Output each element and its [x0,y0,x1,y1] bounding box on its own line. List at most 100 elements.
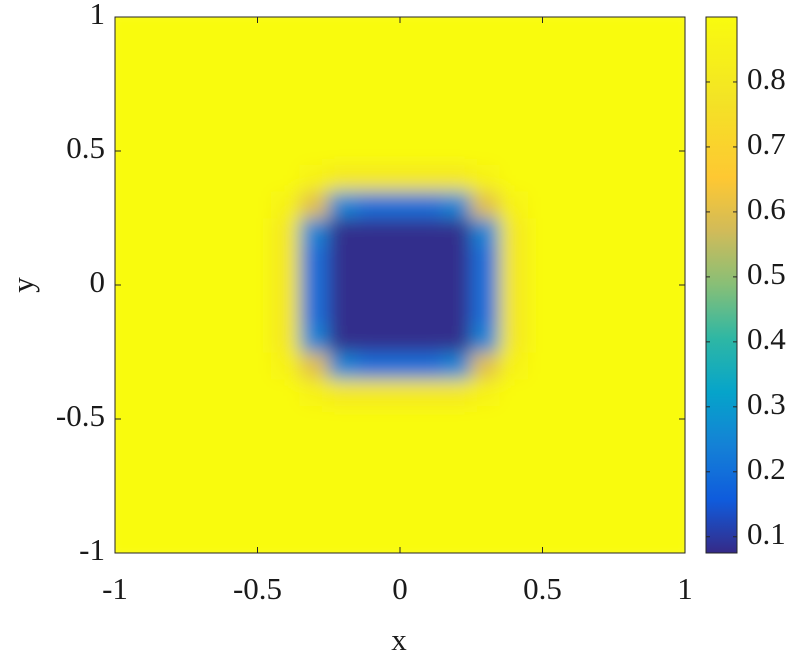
heatmap-cell [242,217,273,246]
heatmap-cell [385,297,415,326]
heatmap-cell [385,378,415,407]
heatmap-cell [356,217,387,246]
heatmap-cell [242,17,273,31]
heatmap-cell [641,163,672,192]
heatmap-cell [299,29,330,58]
heatmap-cell [670,512,685,541]
heatmap-cell [356,190,387,219]
heatmap-cell [527,137,558,165]
heatmap-cell [115,431,130,460]
heatmap-cell [214,110,244,139]
heatmap-cell [328,217,358,246]
heatmap-cell [413,17,444,31]
heatmap-cell [556,137,586,165]
heatmap-cell [185,324,216,353]
heatmap-cell [499,190,529,219]
axes: -1 -0.5 0 0.5 1 -1 -0.5 0 0.5 1 [56,0,693,606]
heatmap-cell [613,512,643,541]
heatmap-cell [584,324,615,353]
heatmap-cell [499,431,529,460]
heatmap-cell [356,244,387,273]
heatmap-cell [128,17,159,31]
heatmap-cell [356,297,387,326]
heatmap-cell [242,458,273,487]
heatmap-cell [413,83,444,112]
heatmap-cell [385,110,415,139]
heatmap-cell [670,83,685,112]
heatmap-cell [413,297,444,326]
heatmap-cell [157,431,187,460]
heatmap-cell [527,29,558,58]
heatmap-cell [470,324,501,353]
heatmap-cell [584,405,615,433]
heatmap-cell [115,458,130,487]
heatmap-cell [584,137,615,165]
heatmap-cell [470,512,501,541]
heatmap-cell [128,163,159,192]
heatmap-cell [328,163,358,192]
heatmap-cell [641,485,672,514]
heatmap-cell [328,485,358,514]
heatmap-cell [584,17,615,31]
heatmap-cell [385,56,415,85]
heatmap-cell [641,244,672,273]
heatmap-cell [328,29,358,58]
heatmap-cell [641,458,672,487]
heatmap-cell [527,217,558,246]
heatmap-cell [128,297,159,326]
heatmap-cell [115,297,130,326]
heatmap-cell [613,431,643,460]
colorbar: 0.1 0.2 0.3 0.4 0.5 0.6 0.7 0.8 [705,16,786,554]
heatmap-cell [470,539,501,553]
heatmap-cell [271,297,301,326]
heatmap-cell [527,190,558,219]
heatmap-cell [157,539,187,553]
heatmap-cell [641,431,672,460]
heatmap-cell [157,83,187,112]
heatmap-cell [556,458,586,487]
heatmap-cell [271,110,301,139]
heatmap-cell [214,431,244,460]
heatmap-cell [641,190,672,219]
heatmap-cell [442,110,472,139]
heatmap-cell [214,485,244,514]
heatmap-cell [115,244,130,273]
heatmap-cell [157,217,187,246]
heatmap-cell [271,17,301,31]
heatmap-cell [385,190,415,219]
heatmap-cell [584,297,615,326]
heatmap-cell [385,431,415,460]
heatmap-cell [328,56,358,85]
heatmap-cell [328,297,358,326]
heatmap-cell [157,485,187,514]
heatmap-cell [413,217,444,246]
heatmap-cell [185,297,216,326]
heatmap-cell [271,271,301,299]
heatmap-cell [584,217,615,246]
heatmap-cell [128,378,159,407]
heatmap-cell [584,458,615,487]
heatmap-cell [185,271,216,299]
heatmap-cell [185,217,216,246]
heatmap-cell [613,29,643,58]
heatmap-cell [128,83,159,112]
heatmap-cell [613,56,643,85]
heatmap-cell [499,83,529,112]
heatmap-cell [442,539,472,553]
heatmap-cell [385,351,415,380]
heatmap-cell [299,163,330,192]
heatmap-cell [328,458,358,487]
heatmap-cell [115,512,130,541]
heatmap-cell [670,163,685,192]
heatmap-cell [115,163,130,192]
heatmap-cell [670,190,685,219]
heatmap-cell [328,83,358,112]
heatmap-cell [613,217,643,246]
heatmap-cell [584,244,615,273]
heatmap-cell [385,244,415,273]
heatmap-cell [613,351,643,380]
heatmap-cell [641,405,672,433]
heatmap-cell [641,378,672,407]
heatmap-cell [556,271,586,299]
heatmap-cell [157,110,187,139]
